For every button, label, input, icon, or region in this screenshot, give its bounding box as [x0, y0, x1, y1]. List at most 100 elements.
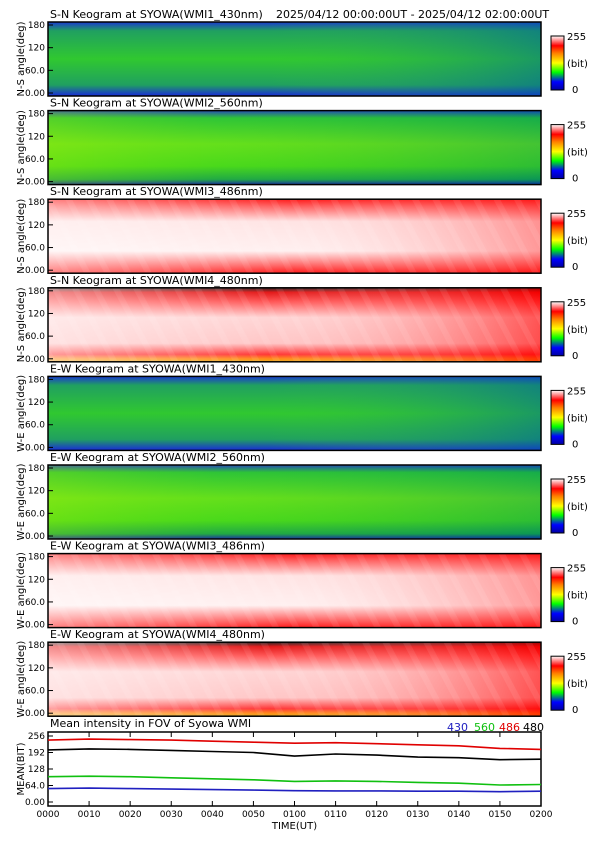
panel-title: E-W Keogram at SYOWA(WMI1_430nm) — [50, 362, 265, 375]
x-tick-label: 0100 — [283, 810, 306, 820]
y-tick-label: 120 — [28, 575, 45, 585]
x-tick-label: 0110 — [324, 810, 347, 820]
x-tick-label: 0130 — [406, 810, 429, 820]
panel-frame — [47, 287, 542, 363]
y-tick-label: 180 — [28, 198, 45, 208]
y-axis-label: N-S angle(deg) — [16, 199, 27, 274]
line-chart-frame — [47, 731, 542, 807]
y-axis-label: N-S angle(deg) — [16, 21, 27, 96]
y-tick-label: 128 — [28, 765, 45, 775]
panel-frame — [47, 21, 542, 97]
legend-entry-486: 486 — [499, 721, 520, 734]
keogram-shading — [48, 465, 541, 539]
colorbar-max-label: 255 — [567, 121, 586, 132]
colorbar — [550, 35, 565, 91]
y-tick-label: 180 — [28, 287, 45, 297]
colorbar — [550, 389, 565, 445]
mean-intensity-plot: Mean intensity in FOV of Syowa WMI 430 560… — [16, 717, 553, 832]
colorbar-max-label: 255 — [567, 32, 586, 43]
y-tick-label: 60.0 — [25, 421, 45, 431]
y-tick-label: 0.00 — [25, 443, 45, 453]
panel-frame — [47, 641, 542, 717]
line-chart-title: Mean intensity in FOV of Syowa WMI — [50, 717, 251, 730]
keogram-panel-7: E-W Keogram at SYOWA(WMI3_486nm) 180 120 60… — [16, 540, 588, 631]
y-tick-label: 0.00 — [25, 709, 45, 719]
keogram-texture — [48, 287, 541, 362]
colorbar-min-label: 0 — [572, 705, 578, 716]
y-tick-label: 180 — [28, 641, 45, 651]
panel-frame — [47, 375, 542, 452]
y-tick-label: 0.00 — [25, 89, 45, 99]
y-axis-label: W-E angle(deg) — [16, 463, 27, 540]
y-tick-label: 180 — [28, 553, 45, 563]
legend-entry-480: 480 — [523, 721, 544, 734]
keogram-panel-3: S-N Keogram at SYOWA(WMI3_486nm) 180 120 60… — [16, 185, 588, 276]
panel-title: S-N Keogram at SYOWA(WMI2_560nm) — [50, 97, 263, 110]
colorbar-min-label: 0 — [572, 439, 578, 450]
panel-title: S-N Keogram at SYOWA(WMI3_486nm) — [50, 185, 263, 198]
y-tick-label: 120 — [28, 221, 45, 231]
x-tick-label: 0010 — [78, 810, 101, 820]
panel-title: S-N Keogram at SYOWA(WMI4_480nm) — [50, 274, 263, 287]
y-tick-label: 0.00 — [25, 178, 45, 188]
colorbar — [550, 124, 565, 180]
series-line-480 — [47, 748, 542, 761]
y-tick-label: 60.0 — [25, 244, 45, 254]
colorbar-min-label: 0 — [572, 351, 578, 362]
colorbar-max-label: 255 — [567, 209, 586, 220]
series-line-430 — [47, 787, 542, 793]
x-tick-label: 0040 — [201, 810, 224, 820]
colorbar-min-label: 0 — [572, 174, 578, 185]
colorbar-unit-label: (bit) — [567, 591, 588, 602]
keogram-panel-6: E-W Keogram at SYOWA(WMI2_560nm) 180 120 60… — [16, 451, 588, 542]
panel-title: E-W Keogram at SYOWA(WMI2_560nm) — [50, 451, 265, 464]
y-tick-label: 60.0 — [25, 332, 45, 342]
x-tick-label: 0140 — [447, 810, 470, 820]
y-tick-label: 180 — [28, 464, 45, 474]
legend-entry-430: 430 — [447, 721, 468, 734]
series-line-560 — [47, 775, 542, 786]
x-tick-label: 0000 — [37, 810, 60, 820]
colorbar — [550, 655, 565, 711]
x-tick-label: 0200 — [530, 810, 553, 820]
y-tick-label: 120 — [28, 132, 45, 142]
x-axis-label: TIME(UT) — [271, 821, 317, 832]
y-tick-label: 120 — [28, 44, 45, 54]
colorbar-min-label: 0 — [572, 617, 578, 628]
keogram-panel-1: S-N Keogram at SYOWA(WMI1_430nm) 2025/04/… — [16, 8, 588, 99]
keogram-panels: S-N Keogram at SYOWA(WMI1_430nm) 2025/04/… — [16, 8, 588, 719]
y-tick-label: 60.0 — [25, 598, 45, 608]
y-tick-label: 0.00 — [25, 621, 45, 631]
panel-frame — [47, 464, 542, 540]
keogram-panel-2: S-N Keogram at SYOWA(WMI2_560nm) 180 120 60… — [16, 97, 588, 188]
colorbar-min-label: 0 — [572, 528, 578, 539]
y-tick-label: 60.0 — [25, 687, 45, 697]
panel-title: S-N Keogram at SYOWA(WMI1_430nm) — [50, 8, 263, 21]
colorbar-max-label: 255 — [567, 298, 586, 309]
y-axis-label: N-S angle(deg) — [16, 110, 27, 185]
y-tick-label: 0.00 — [25, 798, 45, 808]
y-tick-label: 180 — [28, 375, 45, 385]
keogram-texture — [48, 642, 541, 717]
colorbar — [550, 212, 565, 268]
colorbar-unit-label: (bit) — [567, 325, 588, 336]
colorbar-unit-label: (bit) — [567, 413, 588, 424]
keogram-shading — [48, 376, 541, 451]
colorbar-unit-label: (bit) — [567, 502, 588, 513]
keogram-texture — [48, 553, 541, 628]
y-tick-label: 120 — [28, 309, 45, 319]
colorbar-unit-label: (bit) — [567, 148, 588, 159]
colorbar-max-label: 255 — [567, 652, 586, 663]
colorbar-max-label: 255 — [567, 564, 586, 575]
y-axis-label: W-E angle(deg) — [16, 641, 27, 718]
y-axis-label: N-S angle(deg) — [16, 287, 27, 362]
colorbar-max-label: 255 — [567, 386, 586, 397]
y-axis-label: MEAN(BIT) — [16, 742, 27, 795]
colorbar — [550, 478, 565, 534]
y-tick-label: 60.0 — [25, 155, 45, 165]
y-tick-label: 0.00 — [25, 532, 45, 542]
colorbar — [550, 301, 565, 357]
y-tick-label: 192 — [28, 749, 45, 759]
panel-title: E-W Keogram at SYOWA(WMI4_480nm) — [50, 628, 265, 641]
